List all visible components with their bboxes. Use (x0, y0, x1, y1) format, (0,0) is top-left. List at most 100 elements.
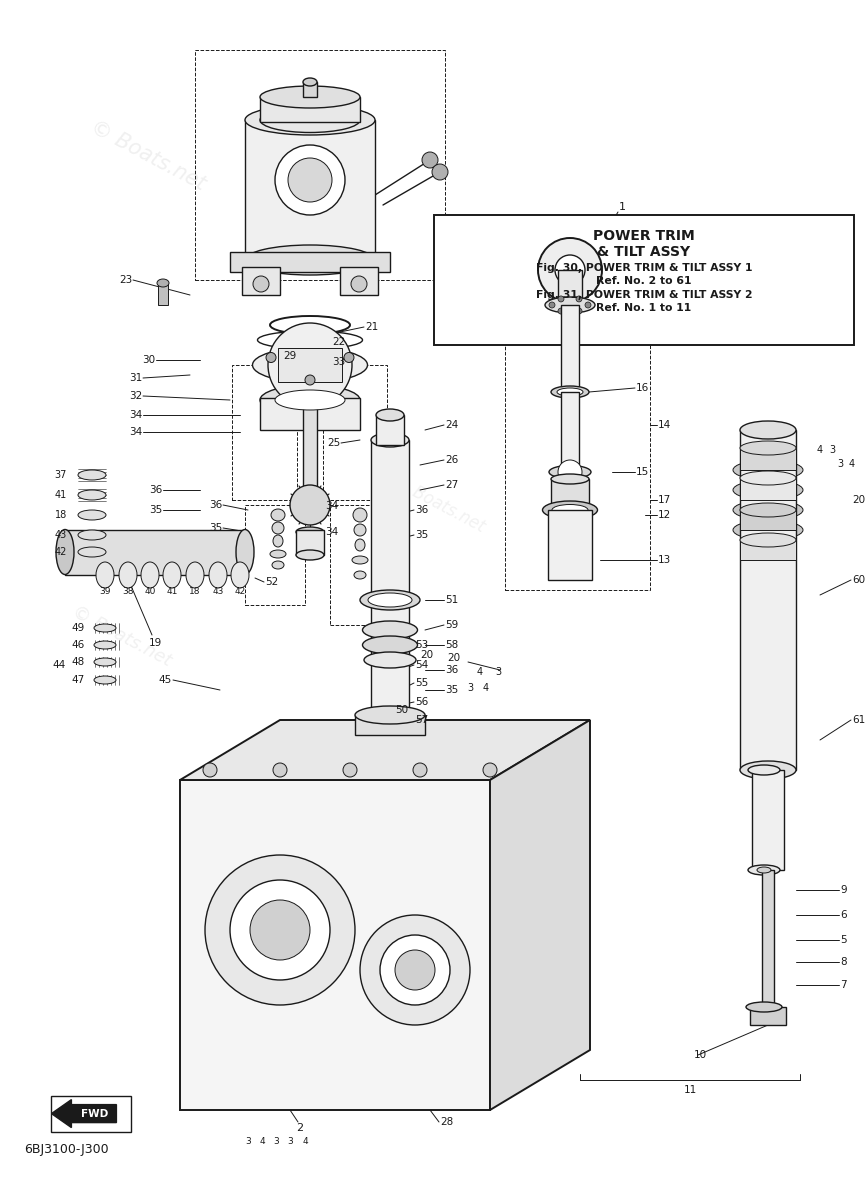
Text: 9: 9 (840, 886, 846, 895)
Ellipse shape (363, 622, 418, 638)
Text: 18: 18 (55, 510, 67, 520)
Circle shape (538, 238, 602, 302)
Bar (260, 97, 360, 122)
Text: 31: 31 (128, 373, 142, 383)
Text: 35: 35 (445, 685, 458, 695)
Text: 4: 4 (483, 683, 489, 692)
Ellipse shape (549, 466, 591, 479)
Bar (551, 479, 589, 505)
Text: 13: 13 (658, 554, 671, 565)
Text: 3: 3 (829, 445, 835, 455)
Text: © Boats.net: © Boats.net (521, 235, 610, 293)
Text: 14: 14 (658, 420, 671, 430)
Circle shape (273, 763, 287, 778)
Text: Ref. No. 1 to 11: Ref. No. 1 to 11 (596, 302, 692, 313)
FancyArrow shape (51, 1099, 116, 1128)
Text: 6: 6 (840, 910, 846, 920)
Ellipse shape (245, 245, 375, 275)
Ellipse shape (94, 641, 116, 649)
Text: 3: 3 (837, 458, 843, 469)
Circle shape (351, 276, 367, 292)
Polygon shape (180, 720, 590, 780)
Ellipse shape (270, 550, 286, 558)
Ellipse shape (363, 636, 418, 654)
Ellipse shape (96, 562, 114, 588)
Text: 3: 3 (495, 667, 501, 677)
Text: 45: 45 (159, 674, 172, 685)
Bar (505, 254, 650, 590)
Text: 20: 20 (852, 494, 865, 505)
Circle shape (555, 254, 585, 284)
Polygon shape (180, 780, 490, 1110)
Bar (158, 283, 168, 305)
Text: 3: 3 (245, 1138, 251, 1146)
Bar (232, 365, 387, 500)
Bar (740, 448, 796, 470)
Ellipse shape (272, 560, 284, 569)
Text: 3: 3 (287, 1138, 293, 1146)
Bar (330, 505, 390, 625)
Circle shape (275, 145, 345, 215)
Text: 10: 10 (694, 1050, 707, 1060)
Ellipse shape (552, 504, 588, 516)
Text: POWER TRIM: POWER TRIM (593, 229, 695, 242)
Ellipse shape (94, 676, 116, 684)
Ellipse shape (733, 480, 803, 500)
Text: 40: 40 (144, 588, 155, 596)
Ellipse shape (354, 571, 366, 578)
Bar (303, 400, 317, 500)
Ellipse shape (260, 108, 360, 132)
Circle shape (558, 460, 582, 484)
Text: 33: 33 (332, 358, 345, 367)
Text: 21: 21 (365, 322, 378, 332)
Text: 37: 37 (55, 470, 67, 480)
Text: 6BJ3100-J300: 6BJ3100-J300 (24, 1144, 108, 1156)
Bar (762, 870, 774, 1010)
Text: 59: 59 (445, 620, 458, 630)
Ellipse shape (78, 490, 106, 500)
Text: 43: 43 (55, 530, 67, 540)
Text: 1: 1 (619, 202, 626, 212)
Circle shape (413, 763, 427, 778)
Text: 49: 49 (72, 623, 85, 634)
Circle shape (288, 158, 332, 202)
Text: 4: 4 (302, 1138, 308, 1146)
Ellipse shape (354, 524, 366, 536)
Ellipse shape (275, 390, 345, 410)
Circle shape (203, 763, 217, 778)
Text: 8: 8 (840, 958, 846, 967)
Text: 4: 4 (260, 1138, 265, 1146)
Text: 60: 60 (852, 575, 865, 584)
Bar (245, 120, 375, 260)
Ellipse shape (271, 509, 285, 521)
Text: 28: 28 (440, 1117, 453, 1127)
Text: 2: 2 (297, 1123, 304, 1133)
Text: 24: 24 (445, 420, 458, 430)
Text: 50: 50 (395, 704, 408, 715)
Ellipse shape (352, 556, 368, 564)
Ellipse shape (94, 624, 116, 632)
Ellipse shape (371, 713, 409, 727)
Text: 43: 43 (213, 588, 224, 596)
Ellipse shape (245, 104, 375, 134)
Ellipse shape (258, 331, 363, 349)
Bar (65, 530, 245, 575)
Circle shape (576, 296, 582, 302)
Circle shape (380, 935, 450, 1006)
Text: 54: 54 (415, 660, 428, 670)
Bar (230, 252, 390, 272)
Text: 56: 56 (415, 697, 428, 707)
Text: 4: 4 (849, 458, 855, 469)
Text: 52: 52 (265, 577, 279, 587)
Ellipse shape (270, 316, 350, 334)
Bar (750, 1007, 786, 1025)
Text: 11: 11 (683, 1085, 697, 1094)
Text: 51: 51 (445, 595, 458, 605)
Ellipse shape (371, 433, 409, 446)
Text: Ref. No. 2 to 61: Ref. No. 2 to 61 (596, 276, 692, 286)
Ellipse shape (368, 593, 412, 607)
Text: 3: 3 (273, 1138, 279, 1146)
Text: 32: 32 (128, 391, 142, 401)
Text: 34: 34 (128, 427, 142, 437)
Ellipse shape (542, 502, 597, 518)
